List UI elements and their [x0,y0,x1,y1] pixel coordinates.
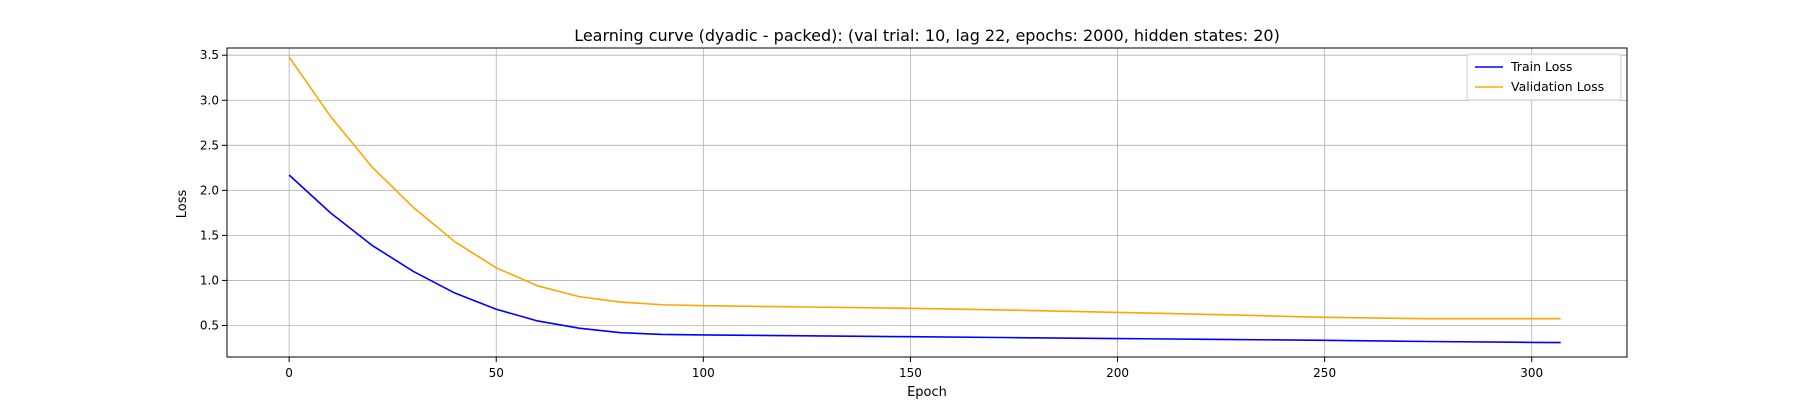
plot-area-frame [226,47,1628,358]
legend: Train Loss Validation Loss [1466,53,1622,101]
y-tick-label: 2.5 [200,138,219,152]
y-tick-label: 3.0 [200,93,219,107]
axis-ticks: 0 50 100 150 200 250 300 0.5 1.0 1.5 2.0 2.5 3.0 3.5 [200,48,1543,380]
train-loss-legend-label: Train Loss [1510,59,1572,74]
y-tick-label: 0.5 [200,318,219,332]
x-tick-label: 100 [692,366,715,380]
x-tick-label: 0 [285,366,293,380]
validation-loss-legend-label: Validation Loss [1511,79,1604,94]
y-tick-label: 2.0 [200,183,219,197]
grid-lines [227,48,1627,357]
x-tick-label: 300 [1520,366,1543,380]
legend-box [1466,53,1622,101]
chart-title: Learning curve (dyadic - packed): (val t… [574,26,1280,45]
train-loss-line [288,174,1561,344]
x-tick-label: 150 [899,366,922,380]
x-tick-label: 50 [489,366,504,380]
validation-loss-line [288,56,1561,320]
y-tick-label: 1.0 [200,273,219,287]
y-axis-label: Loss [175,190,190,219]
x-axis-label: Epoch [907,385,947,400]
y-tick-label: 3.5 [200,48,219,62]
y-tick-label: 1.5 [200,228,219,242]
series-lines [288,56,1561,344]
x-tick-label: 200 [1106,366,1129,380]
x-tick-label: 250 [1313,366,1336,380]
